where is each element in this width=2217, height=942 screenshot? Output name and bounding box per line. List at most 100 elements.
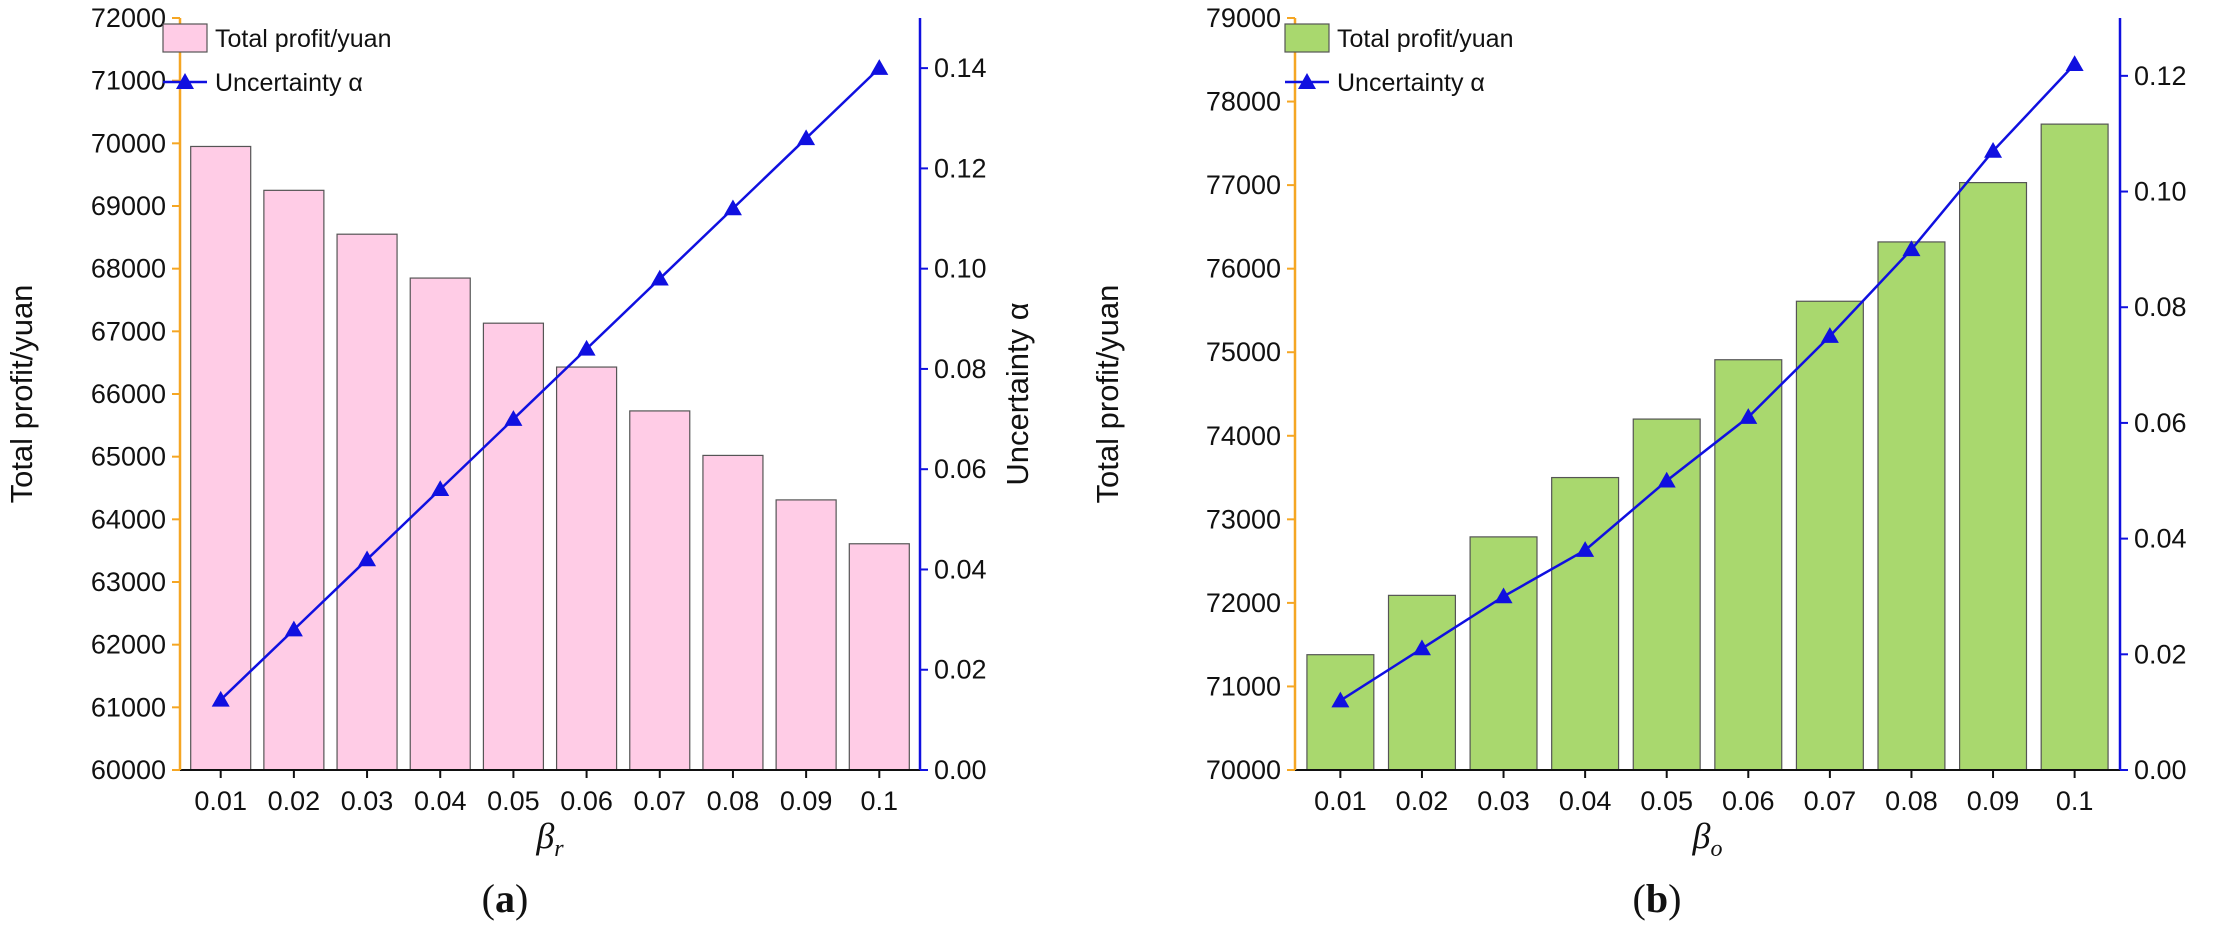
left-tick-label: 64000: [91, 504, 166, 534]
x-tick-label: 0.08: [707, 786, 760, 816]
bar-0.09: [775, 499, 837, 771]
x-tick-label: 0.04: [414, 786, 467, 816]
x-tick-label: 0.06: [1722, 786, 1775, 816]
left-tick-label: 61000: [91, 692, 166, 722]
right-tick-label: 0.02: [2134, 639, 2187, 669]
uncertainty-point-0.03: [358, 550, 377, 567]
caption-letter: b: [1646, 876, 1668, 921]
bar-0.02: [1387, 594, 1457, 771]
left-tick-label: 60000: [91, 755, 166, 785]
bar-0.05: [1632, 418, 1701, 771]
x-axis-subscript: o: [1710, 836, 1722, 862]
right-tick-label: 0.10: [2134, 177, 2187, 207]
bar-0.08: [1877, 241, 1946, 771]
x-tick-label: 0.02: [268, 786, 321, 816]
left-tick-label: 76000: [1206, 254, 1281, 284]
x-tick-label: 0.09: [780, 786, 833, 816]
right-tick-label: 0.12: [2134, 61, 2187, 91]
left-tick-label: 67000: [91, 316, 166, 346]
left-tick-label: 73000: [1206, 504, 1281, 534]
left-tick-label: 62000: [91, 630, 166, 660]
x-tick-label: 0.1: [2056, 786, 2094, 816]
left-tick-label: 65000: [91, 442, 166, 472]
right-tick-label: 0.02: [934, 655, 987, 685]
right-tick-label: 0.00: [2134, 755, 2187, 785]
x-tick-label: 0.05: [487, 786, 540, 816]
bar-0.04: [409, 277, 471, 771]
x-tick-label: 0.03: [1477, 786, 1530, 816]
x-tick-label: 0.1: [861, 786, 899, 816]
uncertainty-point-0.02: [284, 620, 303, 637]
right-axis-title: Uncertainty α: [1000, 302, 1035, 485]
legend-line-label: Uncertainty α: [1337, 69, 1485, 97]
uncertainty-point-0.02: [1412, 639, 1431, 656]
x-tick-label: 0.07: [1804, 786, 1857, 816]
right-tick-label: 0.00: [934, 755, 987, 785]
right-tick-label: 0.12: [934, 153, 987, 183]
uncertainty-point-0.05: [504, 410, 523, 426]
right-tick-label: 0.06: [934, 454, 987, 484]
x-axis-subscript: r: [554, 836, 564, 862]
left-tick-label: 74000: [1206, 421, 1281, 451]
bar-0.05: [482, 322, 545, 771]
right-tick-label: 0.08: [934, 354, 987, 384]
left-tick-label: 72000: [91, 3, 166, 33]
bar-0.08: [702, 454, 764, 771]
left-axis-title: Total profit/yuan: [4, 285, 39, 504]
x-axis-symbol: β: [1692, 816, 1711, 856]
right-tick-label: 0.04: [934, 554, 987, 584]
x-tick-label: 0.04: [1559, 786, 1612, 816]
uncertainty-point-0.1: [2065, 55, 2084, 72]
bar-0.02: [263, 189, 325, 771]
right-tick-label: 0.06: [2134, 408, 2187, 438]
bar-0.03: [336, 233, 398, 771]
x-tick-label: 0.06: [560, 786, 613, 816]
x-tick-label: 0.01: [194, 786, 247, 816]
panel-caption: (b): [1633, 876, 1682, 921]
uncertainty-line: [1339, 63, 2076, 702]
bar-0.1: [2040, 123, 2109, 771]
caption-paren-open: (: [1633, 876, 1646, 921]
uncertainty-line: [219, 67, 881, 701]
left-tick-label: 75000: [1206, 337, 1281, 367]
uncertainty-point-0.1: [870, 59, 889, 75]
uncertainty-point-0.04: [431, 480, 450, 497]
uncertainty-point-0.06: [1739, 408, 1758, 424]
right-tick-label: 0.04: [2134, 524, 2187, 554]
left-axis-title: Total profit/yuan: [1090, 285, 1125, 504]
legend-bar-swatch: [162, 23, 208, 53]
x-axis-symbol: β: [535, 816, 554, 856]
legend-line-marker: [1298, 73, 1316, 89]
right-tick-label: 0.14: [934, 53, 987, 83]
uncertainty-point-0.01: [1331, 691, 1350, 708]
uncertainty-point-0.04: [1576, 541, 1595, 557]
bar-0.01: [1306, 654, 1375, 771]
x-tick-label: 0.03: [341, 786, 394, 816]
x-axis-title: βo: [1692, 816, 1723, 862]
left-tick-label: 71000: [1206, 671, 1281, 701]
bar-0.06: [555, 366, 618, 771]
caption-letter: a: [495, 876, 515, 921]
bar-0.1: [848, 543, 910, 771]
uncertainty-point-0.09: [797, 129, 816, 146]
legend-line-label: Uncertainty α: [215, 69, 363, 97]
left-tick-label: 72000: [1206, 588, 1281, 618]
left-tick-label: 66000: [91, 379, 166, 409]
bar-0.09: [1958, 182, 2028, 771]
bar-0.06: [1714, 359, 1783, 771]
bar-0.04: [1551, 476, 1620, 771]
left-tick-label: 78000: [1206, 87, 1281, 117]
right-tick-label: 0.08: [2134, 292, 2187, 322]
uncertainty-point-0.01: [211, 690, 230, 707]
left-tick-label: 68000: [91, 254, 166, 284]
left-tick-label: 70000: [1206, 755, 1281, 785]
x-axis-title: βr: [535, 816, 564, 862]
left-tick-label: 77000: [1206, 170, 1281, 200]
uncertainty-point-0.03: [1494, 587, 1513, 604]
uncertainty-point-0.09: [1984, 142, 2003, 158]
left-tick-label: 63000: [91, 567, 166, 597]
left-tick-label: 71000: [91, 66, 166, 96]
bar-0.03: [1469, 536, 1538, 771]
x-tick-label: 0.07: [633, 786, 686, 816]
